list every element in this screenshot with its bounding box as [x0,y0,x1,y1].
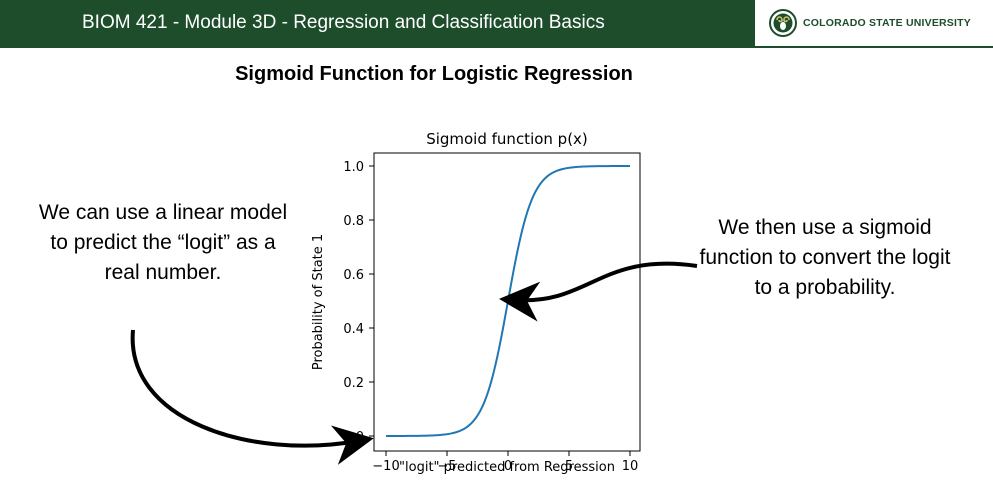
right-annotation: We then use a sigmoid function to conver… [699,216,951,299]
y-axis-label: Probability of State 1 [311,234,326,370]
y-tick-label: 0.6 [343,268,364,283]
header-bar: BIOM 421 - Module 3D - Regression and Cl… [0,0,755,48]
university-logo: COLORADO STATE UNIVERSITY [755,0,993,48]
x-tick-label: 10 [622,459,639,474]
y-tick-label: 1.0 [343,160,364,175]
slide-title: Sigmoid Function for Logistic Regression [235,63,633,85]
y-tick-label: 0.8 [343,214,364,229]
chart-title: Sigmoid function p(x) [426,130,588,148]
y-tick-label: 0.4 [343,322,364,337]
y-tick-label: 0.2 [343,376,364,391]
ram-head-icon [769,9,797,37]
x-axis-label: "logit" predicted from Regression [399,460,615,475]
x-tick-label: −10 [372,459,399,474]
x-axis: −10 −5 0 5 10 [372,451,638,474]
header-title: BIOM 421 - Module 3D - Regression and Cl… [82,12,605,33]
x-tick-label: 5 [565,459,573,474]
left-annotation: We can use a linear model to predict the… [38,201,288,284]
x-tick-label: −5 [437,459,456,474]
left-arrow [130,329,374,465]
x-tick-label: 0 [504,459,512,474]
logo-text: COLORADO STATE UNIVERSITY [803,17,971,29]
right-arrow [499,261,698,322]
